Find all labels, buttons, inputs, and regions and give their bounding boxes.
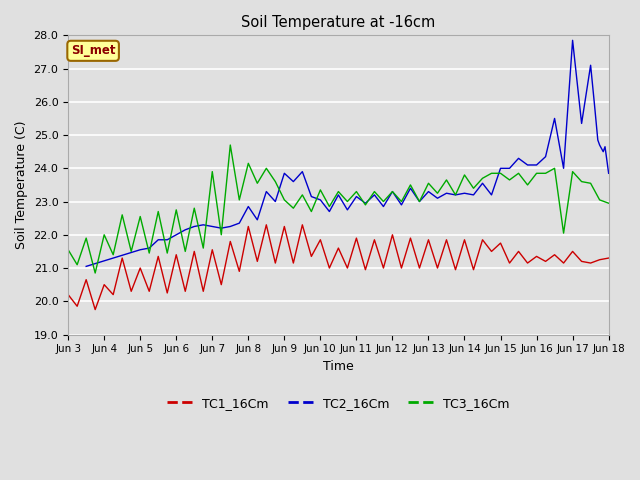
Y-axis label: Soil Temperature (C): Soil Temperature (C) (15, 120, 28, 249)
Title: Soil Temperature at -16cm: Soil Temperature at -16cm (241, 15, 435, 30)
Legend: TC1_16Cm, TC2_16Cm, TC3_16Cm: TC1_16Cm, TC2_16Cm, TC3_16Cm (163, 392, 515, 415)
Text: SI_met: SI_met (71, 44, 115, 57)
X-axis label: Time: Time (323, 360, 354, 373)
